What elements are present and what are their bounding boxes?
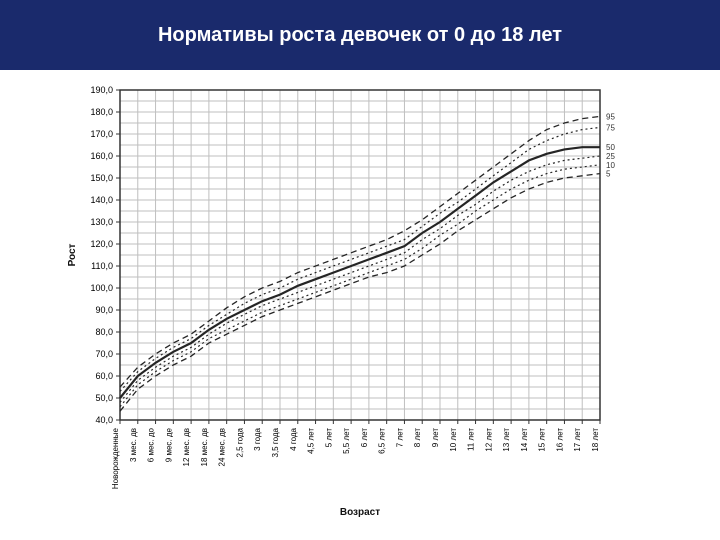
y-tick-label: 160,0 (90, 151, 113, 161)
y-axis-ticks: 40,0 50,0 60,0 70,0 80,0 90,0 100,0 110,0 120,0 1… (90, 85, 120, 425)
y-tick-label: 130,0 (90, 217, 113, 227)
x-tick-label: 5,5 лет (342, 428, 351, 454)
x-tick-label: 5 лет (324, 428, 333, 448)
percentile-label-p25: 25 (606, 152, 615, 161)
x-tick-label: 14 лет (520, 428, 529, 452)
y-tick-label: 100,0 (90, 283, 113, 293)
y-tick-label: 110,0 (91, 261, 113, 271)
y-tick-label: 120,0 (90, 239, 113, 249)
y-tick-label: 80,0 (95, 327, 113, 337)
x-tick-label: 18 мес. дв (200, 428, 209, 466)
x-tick-label: 15 лет (538, 428, 547, 452)
x-axis-label: Возраст (340, 507, 380, 518)
percentile-label-p10: 10 (606, 161, 615, 170)
y-tick-label: 60,0 (95, 371, 113, 381)
percentile-label-p75: 75 (606, 123, 615, 132)
percentile-label-p5: 5 (606, 170, 611, 179)
y-tick-label: 70,0 (95, 349, 113, 359)
y-tick-label: 190,0 (90, 85, 113, 95)
page-title: Нормативы роста девочек от 0 до 18 лет (158, 24, 562, 47)
percentile-label-p95: 95 (606, 112, 615, 121)
x-tick-label: 6 лет (360, 428, 369, 448)
x-tick-label: 9 мес. де (164, 427, 173, 462)
header-bar: Нормативы роста девочек от 0 до 18 лет (0, 0, 720, 70)
growth-chart: 40,0 50,0 60,0 70,0 80,0 90,0 100,0 110,0 120,0 1… (0, 70, 720, 540)
series-p50 (120, 147, 600, 398)
y-tick-label: 140,0 (90, 195, 113, 205)
x-tick-label: 8 лет (413, 428, 422, 448)
x-tick-label: 12 лет (484, 428, 493, 452)
x-tick-label: 6 мес. до (147, 427, 156, 462)
y-tick-label: 150,0 (90, 173, 113, 183)
x-tick-label: 10 лет (449, 428, 458, 452)
x-tick-label: 6,5 лет (378, 428, 387, 454)
x-tick-label: 3 года (253, 427, 262, 450)
y-tick-label: 90,0 (95, 305, 113, 315)
y-tick-label: 180,0 (90, 107, 113, 117)
x-tick-label: 3 мес. дв (129, 428, 138, 462)
x-axis-ticks: Новорожденные 3 мес. дв 6 мес. до 9 мес. де… (111, 420, 600, 489)
y-axis-label: Рост (67, 243, 78, 266)
x-tick-label: 16 лет (555, 428, 564, 452)
y-tick-label: 40,0 (95, 415, 113, 425)
chart-grid (120, 90, 600, 420)
x-tick-label: 17 лет (573, 428, 582, 452)
x-tick-label: 4,5 лет (307, 428, 316, 454)
x-tick-label: 7 лет (395, 428, 404, 448)
chart-svg: 40,0 50,0 60,0 70,0 80,0 90,0 100,0 110,0 120,0 1… (0, 70, 720, 540)
x-tick-label: 13 лет (502, 428, 511, 452)
y-tick-label: 170,0 (90, 129, 113, 139)
series-p10 (120, 165, 600, 407)
x-tick-label: 24 мес. дв (218, 428, 227, 466)
x-tick-label: 3,5 года (271, 427, 280, 457)
x-tick-label: 12 мес. дв (182, 428, 191, 466)
x-tick-label: 2,5 года (235, 427, 244, 457)
x-tick-label: 11 лет (467, 428, 476, 451)
x-tick-label: Новорожденные (111, 427, 120, 489)
x-tick-label: 18 лет (591, 428, 600, 452)
y-tick-label: 50,0 (95, 393, 113, 403)
percentile-label-p50: 50 (606, 143, 615, 152)
x-tick-label: 4 года (289, 427, 298, 450)
series-p95 (120, 116, 600, 387)
x-tick-label: 9 лет (431, 428, 440, 448)
